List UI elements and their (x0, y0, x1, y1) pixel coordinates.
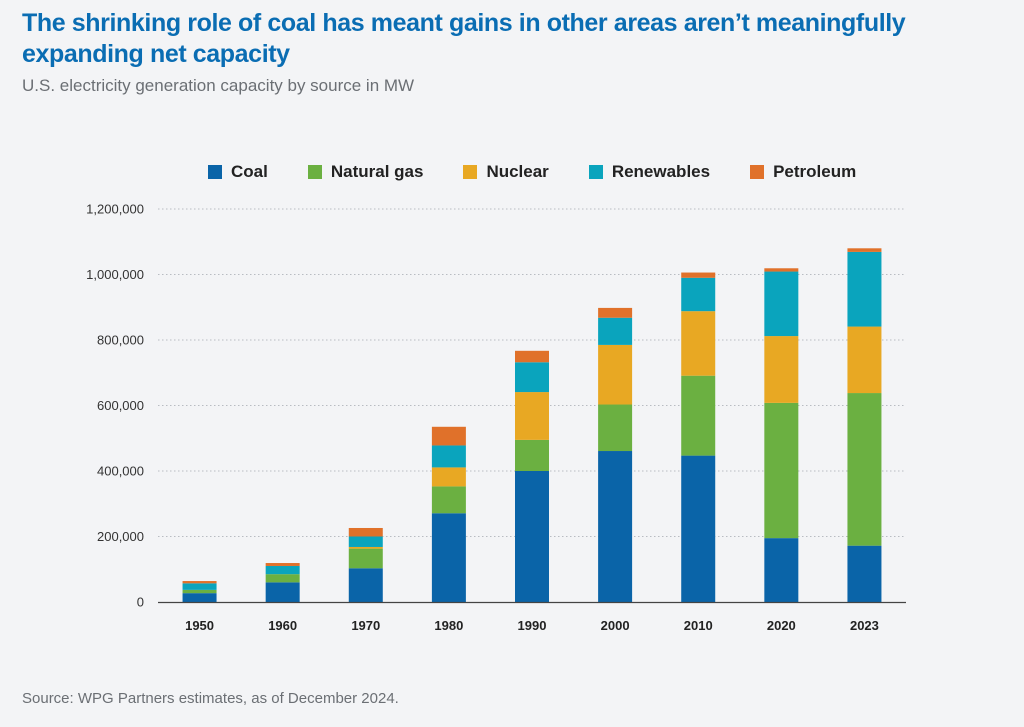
bar-coal-1960 (265, 582, 300, 602)
bar-coal-2010 (681, 455, 716, 602)
y-tick-label: 600,000 (97, 398, 144, 413)
bar-petroleum-1960 (265, 563, 300, 566)
bar-natural-gas-2020 (764, 402, 799, 539)
legend-swatch-nuclear (463, 165, 478, 179)
x-tick-label: 1980 (434, 618, 463, 633)
legend-item-nuclear: Nuclear (463, 162, 549, 182)
y-tick-label: 800,000 (97, 333, 144, 348)
bar-petroleum-2000 (598, 307, 633, 318)
bar-renewables-1950 (182, 583, 217, 590)
bar-coal-2020 (764, 538, 799, 602)
bar-renewables-2000 (598, 317, 633, 345)
bar-nuclear-1990 (515, 392, 549, 440)
legend-item-natural-gas: Natural gas (307, 162, 424, 182)
legend-label-coal: Coal (231, 162, 268, 181)
bar-natural-gas-1990 (515, 439, 549, 471)
x-tick-label: 1950 (185, 618, 214, 633)
x-tick-label: 2020 (767, 618, 796, 633)
bar-natural-gas-1980 (431, 486, 466, 514)
bar-natural-gas-2000 (598, 404, 633, 452)
bar-petroleum-2020 (764, 268, 799, 272)
legend-swatch-petroleum (750, 165, 765, 179)
bar-petroleum-2023 (847, 248, 882, 252)
bar-coal-1970 (348, 568, 383, 602)
x-tick-label: 1970 (351, 618, 380, 633)
source-note: Source: WPG Partners estimates, as of De… (22, 690, 399, 707)
y-tick-label: 1,000,000 (86, 267, 144, 282)
bar-renewables-2020 (764, 271, 799, 337)
x-tick-label: 1960 (268, 618, 297, 633)
bar-petroleum-1950 (182, 581, 217, 584)
legend-swatch-renewables (588, 165, 603, 179)
bar-natural-gas-1950 (182, 589, 217, 594)
legend-swatch-natural-gas (307, 165, 322, 179)
bar-nuclear-2020 (764, 336, 799, 403)
bar-petroleum-1980 (431, 426, 466, 446)
legend-swatch-coal (208, 165, 222, 179)
bar-natural-gas-2010 (681, 375, 716, 456)
bar-renewables-1990 (515, 362, 549, 393)
y-tick-label: 400,000 (97, 464, 144, 479)
x-tick-label: 2000 (601, 618, 630, 633)
x-tick-label: 1990 (518, 618, 547, 633)
legend-label-nuclear: Nuclear (486, 162, 549, 181)
bar-renewables-2010 (681, 277, 716, 312)
chart-subtitle: U.S. electricity generation capacity by … (22, 76, 415, 95)
y-tick-label: 200,000 (97, 529, 144, 544)
y-tick-label: 0 (137, 595, 144, 610)
bar-nuclear-1970 (348, 546, 383, 549)
x-tick-label: 2010 (684, 618, 713, 633)
bar-nuclear-2010 (681, 311, 716, 376)
bar-petroleum-2010 (681, 272, 716, 278)
bar-petroleum-1970 (348, 527, 383, 537)
bar-coal-2000 (598, 451, 633, 602)
bar-natural-gas-1970 (348, 548, 383, 569)
bar-coal-1980 (431, 513, 466, 602)
bar-natural-gas-2023 (847, 393, 882, 546)
chart-title: The shrinking role of coal has meant gai… (22, 9, 906, 68)
bar-natural-gas-1960 (265, 574, 300, 583)
chart-legend: Coal Natural gas Nuclear Renewables Petr… (208, 160, 896, 184)
bar-nuclear-1980 (431, 467, 466, 487)
bar-coal-1990 (515, 471, 549, 602)
legend-label-natural-gas: Natural gas (330, 162, 424, 181)
bar-renewables-1960 (265, 565, 300, 575)
bar-renewables-1970 (348, 536, 383, 547)
bar-nuclear-2023 (847, 326, 882, 394)
legend-item-renewables: Renewables (588, 162, 711, 182)
bar-coal-2023 (847, 545, 882, 602)
x-tick-label: 2023 (850, 618, 879, 633)
legend-item-petroleum: Petroleum (750, 162, 856, 182)
bar-renewables-1980 (431, 445, 466, 468)
legend-label-petroleum: Petroleum (773, 162, 857, 181)
legend-item-coal: Coal (208, 162, 268, 182)
bar-renewables-2023 (847, 251, 882, 327)
y-tick-label: 1,200,000 (86, 202, 144, 217)
bar-petroleum-1990 (515, 350, 549, 363)
bar-coal-1950 (182, 593, 217, 602)
legend-label-renewables: Renewables (611, 162, 711, 181)
bar-nuclear-2000 (598, 344, 633, 405)
